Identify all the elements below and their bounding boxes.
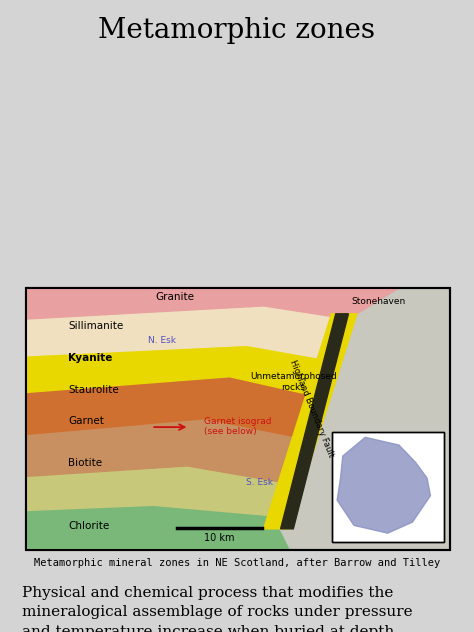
Text: Staurolite: Staurolite [68, 385, 119, 395]
Polygon shape [26, 419, 310, 484]
Polygon shape [337, 437, 430, 533]
Polygon shape [26, 377, 323, 440]
Text: Garnet: Garnet [68, 416, 104, 427]
Polygon shape [281, 314, 348, 529]
Text: Sillimanite: Sillimanite [68, 320, 124, 331]
Text: Kyanite: Kyanite [68, 353, 113, 363]
Text: Metamorphic zones: Metamorphic zones [99, 17, 375, 44]
Text: Unmetamorphosed
rocks: Unmetamorphosed rocks [250, 372, 337, 392]
Bar [26, 288, 450, 550]
Bar [331, 432, 444, 542]
Text: Granite: Granite [155, 292, 194, 301]
Polygon shape [26, 505, 289, 550]
Text: N. Esk: N. Esk [148, 336, 176, 344]
Polygon shape [26, 288, 400, 319]
Text: Garnet isograd
(see below): Garnet isograd (see below) [204, 417, 272, 436]
Text: Physical and chemical process that modifies the
mineralogical assemblage of rock: Physical and chemical process that modif… [22, 586, 413, 632]
Text: 10 km: 10 km [204, 533, 234, 542]
Polygon shape [264, 314, 357, 529]
Text: Metamorphic mineral zones in NE Scotland, after Barrow and Tilley: Metamorphic mineral zones in NE Scotland… [34, 558, 440, 568]
Bar [331, 432, 444, 542]
Text: Stonehaven: Stonehaven [351, 298, 405, 307]
Text: S. Esk: S. Esk [246, 478, 273, 487]
Text: Chlorite: Chlorite [68, 521, 110, 532]
Text: Biotite: Biotite [68, 458, 102, 468]
Text: Highland Boundary Fault: Highland Boundary Fault [288, 358, 335, 458]
Polygon shape [26, 306, 348, 361]
Polygon shape [26, 345, 336, 398]
Bar [26, 288, 450, 550]
Polygon shape [26, 466, 293, 516]
